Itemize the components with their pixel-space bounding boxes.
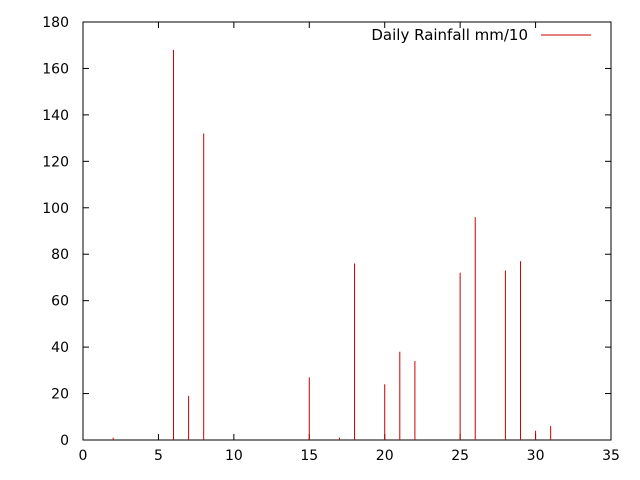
- y-tick-label: 80: [51, 247, 69, 263]
- legend: Daily Rainfall mm/10: [371, 26, 591, 44]
- x-tick-label: 5: [154, 448, 163, 464]
- plot-frame: [82, 21, 612, 441]
- x-tick-label: 35: [602, 448, 620, 464]
- y-tick-label: 60: [51, 294, 69, 310]
- y-tick-label: 160: [42, 61, 69, 77]
- x-tick-label: 20: [376, 448, 394, 464]
- y-tick-label: 140: [42, 108, 69, 124]
- x-tick-label: 10: [225, 448, 243, 464]
- x-tick-label: 15: [300, 448, 318, 464]
- y-tick-label: 20: [51, 387, 69, 403]
- y-tick-label: 0: [60, 433, 69, 449]
- legend-label: Daily Rainfall mm/10: [371, 26, 528, 44]
- y-tick-label: 100: [42, 201, 69, 217]
- y-tick-label: 40: [51, 340, 69, 356]
- x-tick-label: 0: [79, 448, 88, 464]
- x-tick-label: 25: [451, 448, 469, 464]
- x-tick-label: 30: [527, 448, 545, 464]
- y-tick-label: 180: [42, 15, 69, 31]
- y-tick-label: 120: [42, 154, 69, 170]
